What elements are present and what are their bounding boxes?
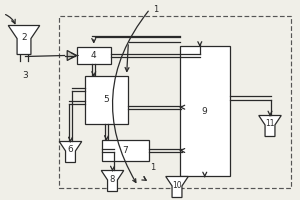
Text: 5: 5 xyxy=(103,96,109,104)
Text: 6: 6 xyxy=(68,146,74,154)
Text: 7: 7 xyxy=(122,146,128,155)
Text: 1: 1 xyxy=(153,4,158,14)
Text: 11: 11 xyxy=(265,119,275,129)
Polygon shape xyxy=(259,116,281,136)
Text: 1: 1 xyxy=(150,163,155,172)
Text: 3: 3 xyxy=(22,71,28,79)
Bar xyxy=(102,140,148,161)
Text: 9: 9 xyxy=(202,106,208,116)
Text: 2: 2 xyxy=(21,33,27,43)
Text: 10: 10 xyxy=(172,180,182,190)
Polygon shape xyxy=(101,170,124,192)
Text: 4: 4 xyxy=(91,51,97,60)
Polygon shape xyxy=(67,50,76,60)
Polygon shape xyxy=(8,25,40,54)
Bar xyxy=(76,47,111,64)
Bar xyxy=(85,76,128,124)
Polygon shape xyxy=(166,176,188,198)
Bar xyxy=(180,46,230,176)
Text: 8: 8 xyxy=(110,174,115,184)
Bar xyxy=(58,16,291,188)
Polygon shape xyxy=(59,142,82,162)
